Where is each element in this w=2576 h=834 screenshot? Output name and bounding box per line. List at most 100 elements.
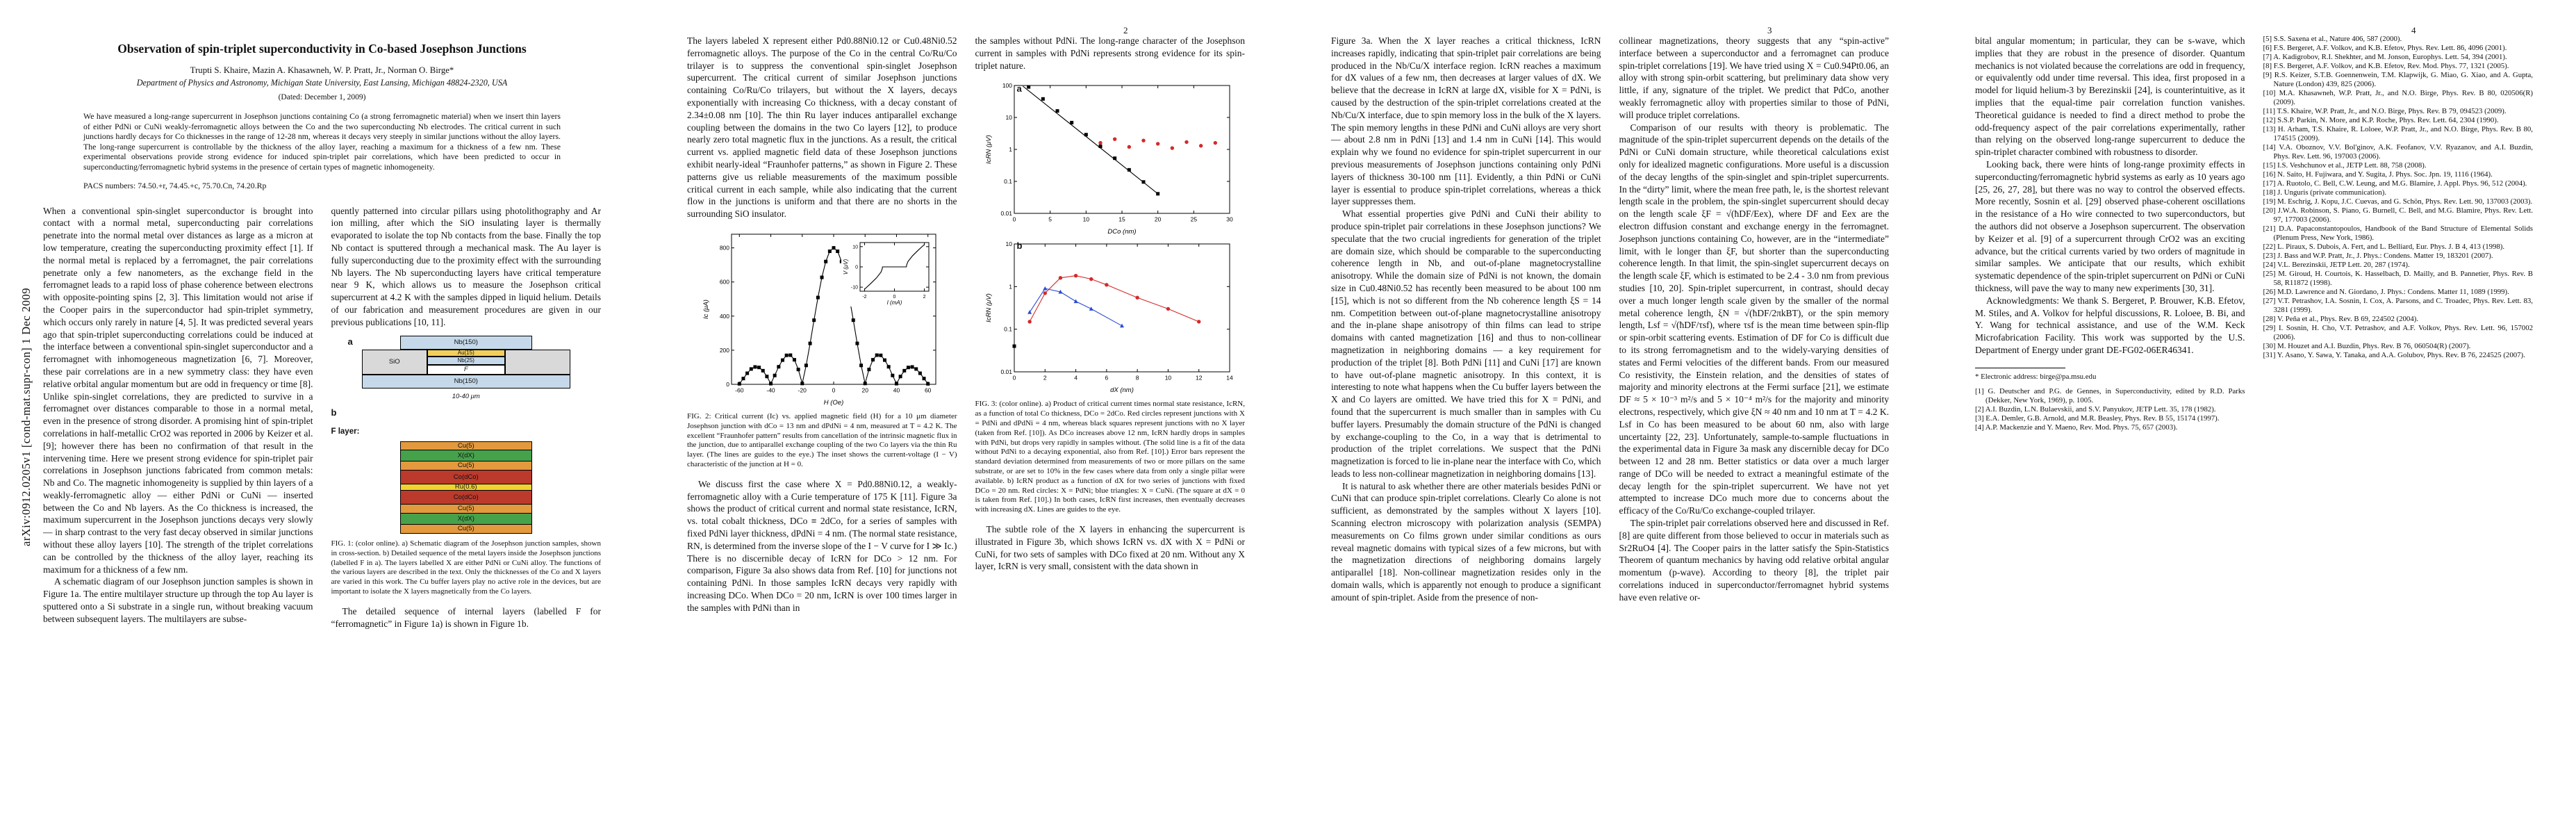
svg-text:IcRN (μV): IcRN (μV) (985, 294, 993, 323)
figure-3: a 0 5 10 15 20 25 30 0.01 0.1 1 10 100 DCo (nm) IcRN … (975, 79, 1246, 394)
page-3: 3 Figure 3a. When the X layer reaches a … (1288, 0, 1932, 834)
figure-1-caption: FIG. 1: (color online). a) Schematic dia… (331, 539, 602, 596)
svg-text:0: 0 (727, 381, 730, 388)
footnote-email: * Electronic address: birge@pa.msu.edu (1975, 372, 2097, 381)
figure-1-panel-b-label: b (331, 407, 337, 418)
metal-layer-bar: Co(dCo) (399, 470, 532, 484)
svg-text:10: 10 (852, 245, 858, 250)
page-number: 2 (1123, 25, 1128, 35)
svg-text:100: 100 (1002, 82, 1012, 89)
svg-text:4: 4 (1074, 375, 1078, 382)
reference-item: [3] E.A. Demler, G.B. Arnold, and M.R. B… (1975, 414, 2220, 423)
reference-item: [17] A. Ruotolo, C. Bell, C.W. Leung, an… (2263, 179, 2527, 188)
svg-text:800: 800 (720, 245, 729, 252)
figure-1-panel-a-label: a (347, 336, 353, 347)
page1-right-column: quently patterned into circular pillars … (331, 205, 602, 630)
reference-item: [5] S.S. Saxena et al., Nature 406, 587 … (2263, 35, 2402, 43)
metal-layer-bar: Cu(5) (399, 441, 532, 450)
body-paragraph: It is natural to ask whether there are o… (1331, 480, 1601, 603)
page3-left-column: Figure 3a. When the X layer reaches a cr… (1331, 35, 1601, 604)
figure-3-caption: FIG. 3: (color online). a) Product of cr… (975, 400, 1246, 514)
f-layer-stack-title: F layer: (331, 427, 360, 436)
reference-item: [2] A.I. Buzdin, L.N. Bulaevskii, and S.… (1975, 404, 2216, 414)
svg-text:I (mA): I (mA) (887, 300, 902, 306)
svg-text:0.01: 0.01 (1000, 368, 1012, 375)
svg-text:2: 2 (923, 295, 926, 300)
body-paragraph: The spin-triplet pair correlations obser… (1619, 518, 1890, 603)
reference-item: [29] I. Sosnin, H. Cho, V.T. Petrashov, … (2263, 324, 2534, 341)
svg-text:H (Oe): H (Oe) (824, 399, 844, 407)
metal-layer-bar: Cu(5) (399, 524, 532, 534)
svg-text:10: 10 (1082, 216, 1089, 223)
svg-text:6: 6 (1105, 375, 1108, 382)
reference-item: [9] R.S. Keizer, S.T.B. Goennenwein, T.M… (2263, 71, 2534, 88)
svg-text:1: 1 (1009, 146, 1012, 153)
sio-insulator-left: SiO (361, 349, 427, 375)
au-cap-layer: Au(15) (427, 349, 505, 357)
svg-text:0: 0 (893, 295, 896, 300)
reference-item: [4] A.P. Mackenzie and Y. Maeno, Rev. Mo… (1975, 423, 2178, 432)
svg-text:40: 40 (893, 386, 900, 393)
figure-1a-schematic: Nb(150) SiO Au(15) Nb(25) F Nb(150) (361, 335, 570, 403)
body-paragraph: The layers labeled X represent either Pd… (687, 35, 957, 220)
svg-text:20: 20 (862, 386, 869, 393)
reference-item: [15] I.S. Veshchunov et al., JETP Lett. … (2263, 161, 2427, 170)
svg-text:30: 30 (1226, 216, 1233, 223)
figure-3b-plot: 0 2 4 6 8 10 12 14 0.01 0.1 1 10 dX (nm) IcRN (μV) (982, 237, 1238, 394)
base-electrode-nb: Nb(150) (361, 374, 570, 389)
abstract-text: We have measured a long-range supercurre… (83, 111, 561, 172)
reference-item: [8] F.S. Bergeret, A.F. Volkov, and K.B.… (2263, 62, 2509, 70)
top-electrode-nb: Nb(150) (399, 335, 532, 350)
pacs-numbers: PACS numbers: 74.50.+r, 74.45.+c, 75.70.… (83, 180, 267, 190)
body-paragraph: When a conventional spin-singlet superco… (43, 205, 313, 575)
page4-right-column: [5] S.S. Saxena et al., Nature 406, 587 … (2263, 35, 2534, 432)
svg-text:0.01: 0.01 (1000, 210, 1012, 217)
svg-text:600: 600 (720, 279, 729, 286)
svg-text:Ic (μA): Ic (μA) (702, 300, 710, 319)
svg-text:20: 20 (1155, 216, 1162, 223)
paper-date: (Dated: December 1, 2009) (278, 93, 366, 101)
metal-layer-bar: Cu(5) (399, 504, 532, 514)
f-multilayer: F (427, 364, 505, 375)
paper-authors: Trupti S. Khaire, Mazin A. Khasawneh, W.… (190, 65, 454, 75)
reference-item: [25] M. Giroud, H. Courtois, K. Hasselba… (2263, 270, 2534, 287)
figure-2-inset-iv-plot: -2 0 2 -10 0 10 I (mA) V (μV) (841, 238, 934, 306)
svg-text:8: 8 (1136, 375, 1139, 382)
svg-text:10: 10 (1005, 114, 1012, 121)
svg-text:V (μV): V (μV) (843, 259, 849, 275)
svg-text:1: 1 (1009, 284, 1012, 291)
body-paragraph: What essential properties give PdNi and … (1331, 208, 1601, 479)
figure-2: -2 0 2 -10 0 10 I (mA) V (μV) -60 -40 -20 0 20 40 60 0… (687, 227, 957, 407)
body-paragraph: Acknowledgments: We thank S. Bergeret, P… (1975, 295, 2245, 355)
reference-item: [10] M.A. Khasawneh, W.P. Pratt, Jr., an… (2263, 89, 2534, 106)
metal-layer-bar: Cu(5) (399, 461, 532, 471)
reference-item: [18] J. Unguris (private communication). (2263, 188, 2387, 197)
sio-insulator-right (504, 349, 570, 375)
svg-text:12: 12 (1196, 375, 1203, 382)
figure-2-plot: -2 0 2 -10 0 10 I (mA) V (μV) -60 -40 -20 0 20 40 60 0… (700, 227, 944, 407)
body-paragraph: bital angular momentum; in particular, t… (1975, 35, 2245, 158)
reference-item: [28] V. Peña et al., Phys. Rev. B 69, 22… (2263, 315, 2419, 323)
reference-item: [16] N. Saito, H. Fujiwara, and Y. Sugit… (2263, 170, 2493, 179)
metal-layer-bar: X(dX) (399, 450, 532, 461)
body-paragraph: A schematic diagram of our Josephson jun… (43, 576, 313, 624)
svg-text:-60: -60 (735, 386, 744, 393)
metal-layer-bar: Ru(0.6) (399, 483, 532, 491)
references-list-first: [1] G. Deutscher and P.G. de Gennes, in … (1975, 387, 2245, 432)
body-paragraph: Looking back, there were hints of long-r… (1975, 158, 2245, 293)
page-1: arXiv:0912.0205v1 [cond-mat.supr-con] 1 … (0, 0, 644, 834)
reference-item: [22] L. Piraux, S. Dubois, A. Fert, and … (2263, 243, 2505, 251)
body-paragraph: Figure 3a. When the X layer reaches a cr… (1331, 35, 1601, 207)
svg-text:25: 25 (1190, 216, 1197, 223)
page-2: 2 The layers labeled X represent either … (644, 0, 1288, 834)
reference-item: [19] M. Eschrig, J. Kopu, J.C. Cuevas, a… (2263, 197, 2533, 206)
svg-text:14: 14 (1226, 375, 1233, 382)
svg-text:10: 10 (1005, 240, 1012, 247)
pillar-diameter-label: 10-40 μm (452, 392, 480, 400)
reference-item: [20] J.W.A. Robinson, S. Piano, G. Burne… (2263, 206, 2534, 224)
references-list-second: [5] S.S. Saxena et al., Nature 406, 587 … (2263, 35, 2534, 360)
body-paragraph: the samples without PdNi. The long-range… (975, 35, 1246, 71)
reference-item: [7] A. Kadigrobov, R.I. Shekhter, and M.… (2263, 53, 2507, 61)
svg-text:0.1: 0.1 (1004, 178, 1012, 185)
arxiv-stamp: arXiv:0912.0205v1 [cond-mat.supr-con] 1 … (19, 288, 33, 546)
